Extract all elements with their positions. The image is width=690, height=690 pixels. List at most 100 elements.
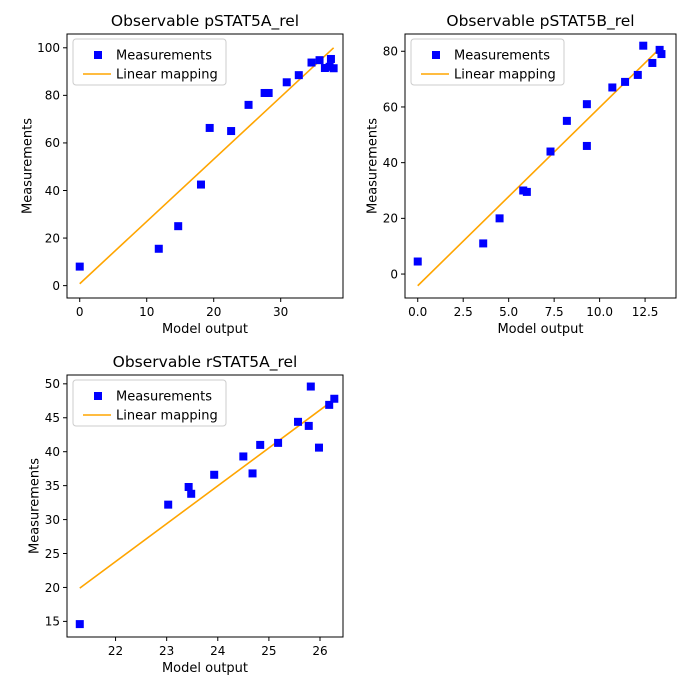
y-tick-label: 100	[37, 41, 60, 55]
legend-label-linear-mapping: Linear mapping	[116, 409, 218, 424]
x-tick-label: 24	[210, 644, 225, 658]
measurement-point	[239, 452, 248, 461]
measurement-point	[330, 394, 339, 403]
legend: Measurements Linear mapping	[410, 38, 565, 86]
y-axis-label: Measurements	[20, 118, 35, 214]
measurement-point	[325, 400, 334, 409]
measurement-point	[657, 50, 666, 59]
y-tick-label: 50	[45, 377, 60, 391]
x-tick-label: 10.0	[586, 305, 613, 319]
legend-label-measurements: Measurements	[116, 49, 212, 64]
measurement-point	[562, 116, 571, 125]
measurement-point	[621, 77, 630, 86]
legend-label-linear-mapping: Linear mapping	[454, 68, 556, 83]
measurement-point	[639, 41, 648, 50]
x-axis-label: Model output	[162, 661, 248, 676]
x-tick-label: 12.5	[632, 305, 659, 319]
legend-box	[72, 38, 227, 86]
measurement-point	[495, 214, 504, 223]
y-tick-label: 40	[383, 156, 398, 170]
measurement-point	[154, 244, 163, 253]
measurement-point	[264, 88, 273, 97]
measurement-point	[294, 417, 303, 426]
y-tick-label: 45	[45, 411, 60, 425]
axes-frame	[66, 33, 344, 299]
legend-marker-measurements	[94, 51, 102, 59]
x-tick-label: 2.5	[454, 305, 473, 319]
measurement-point	[294, 71, 303, 80]
measurement-point	[325, 62, 334, 71]
y-tick-label: 20	[383, 212, 398, 226]
x-axis-label: Model output	[497, 322, 583, 337]
y-axis-label: Measurements	[28, 458, 43, 554]
y-tick-label: 20	[45, 581, 60, 595]
y-tick-label: 0	[390, 267, 398, 281]
x-tick-label: 5.0	[499, 305, 518, 319]
measurement-point	[413, 257, 422, 266]
y-axis-label: Measurements	[366, 118, 381, 214]
linear-mapping-line	[79, 398, 335, 589]
chart-title: Observable pSTAT5B_rel	[446, 12, 634, 31]
measurement-point	[75, 620, 84, 629]
measurement-point	[307, 58, 316, 67]
measurement-point	[227, 127, 236, 136]
measurement-point	[244, 100, 253, 109]
x-tick-label: 10	[139, 305, 154, 319]
x-tick-label: 26	[312, 644, 327, 658]
linear-mapping-line	[79, 47, 335, 285]
axes-frame	[66, 374, 344, 638]
legend-box	[72, 379, 227, 427]
measurement-point	[184, 482, 193, 491]
measurement-point	[582, 100, 591, 109]
measurement-point	[329, 64, 338, 73]
measurement-point	[205, 123, 214, 132]
measurement-point	[655, 45, 664, 54]
x-tick-label: 20	[206, 305, 221, 319]
measurement-point	[256, 440, 265, 449]
chart-title: Observable pSTAT5A_rel	[111, 12, 299, 31]
x-tick-label: 22	[108, 644, 123, 658]
measurement-point	[164, 500, 173, 509]
measurement-point	[479, 239, 488, 248]
y-tick-label: 0	[52, 279, 60, 293]
x-axis-label: Model output	[162, 322, 248, 337]
y-tick-label: 35	[45, 479, 60, 493]
y-tick-label: 15	[45, 615, 60, 629]
legend: Measurements Linear mapping	[72, 379, 227, 427]
axes-frame	[404, 33, 677, 299]
measurement-point	[304, 421, 313, 430]
measurement-point	[187, 489, 196, 498]
measurement-point	[306, 382, 315, 391]
measurement-point	[282, 78, 291, 87]
legend-marker-measurements	[432, 51, 440, 59]
measurement-point	[320, 64, 329, 73]
y-tick-label: 80	[45, 89, 60, 103]
measurement-point	[326, 54, 335, 63]
measurement-point	[608, 83, 617, 92]
x-tick-label: 23	[159, 644, 174, 658]
legend-label-linear-mapping: Linear mapping	[116, 68, 218, 83]
legend-box	[410, 38, 565, 86]
x-tick-label: 0	[76, 305, 84, 319]
chart-title: Observable rSTAT5A_rel	[113, 353, 298, 372]
measurement-point	[315, 56, 324, 65]
measurement-point	[582, 141, 591, 150]
measurement-point	[314, 443, 323, 452]
measurement-point	[522, 187, 531, 196]
measurement-point	[546, 147, 555, 156]
x-tick-label: 25	[261, 644, 276, 658]
x-tick-label: 7.5	[545, 305, 564, 319]
y-tick-label: 20	[45, 231, 60, 245]
y-tick-label: 60	[383, 100, 398, 114]
measurement-point	[196, 180, 205, 189]
y-tick-label: 40	[45, 445, 60, 459]
measurement-point	[174, 222, 183, 231]
subplot-2: Observable pSTAT5B_rel 0.0 2.5 5.0 7.5 10.0 12…	[366, 12, 677, 337]
y-tick-label: 30	[45, 513, 60, 527]
y-tick-label: 60	[45, 136, 60, 150]
measurement-point	[274, 438, 283, 447]
legend: Measurements Linear mapping	[72, 38, 227, 86]
measurement-point	[210, 470, 219, 479]
linear-mapping-line	[417, 46, 663, 287]
